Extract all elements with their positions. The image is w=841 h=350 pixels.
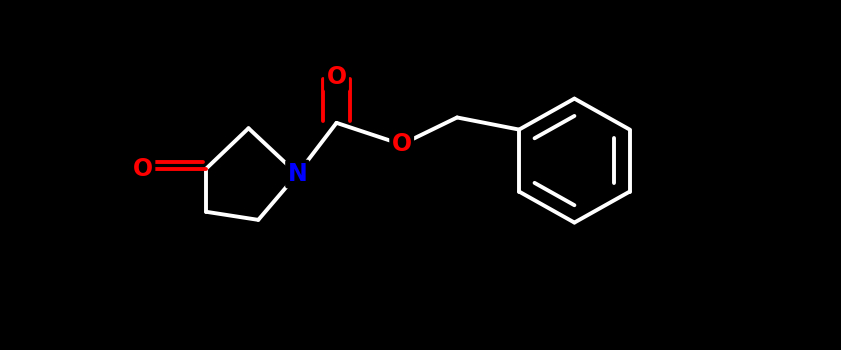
Text: O: O [133, 157, 153, 181]
Text: N: N [288, 162, 307, 186]
Text: O: O [326, 65, 346, 89]
Text: O: O [392, 132, 412, 156]
